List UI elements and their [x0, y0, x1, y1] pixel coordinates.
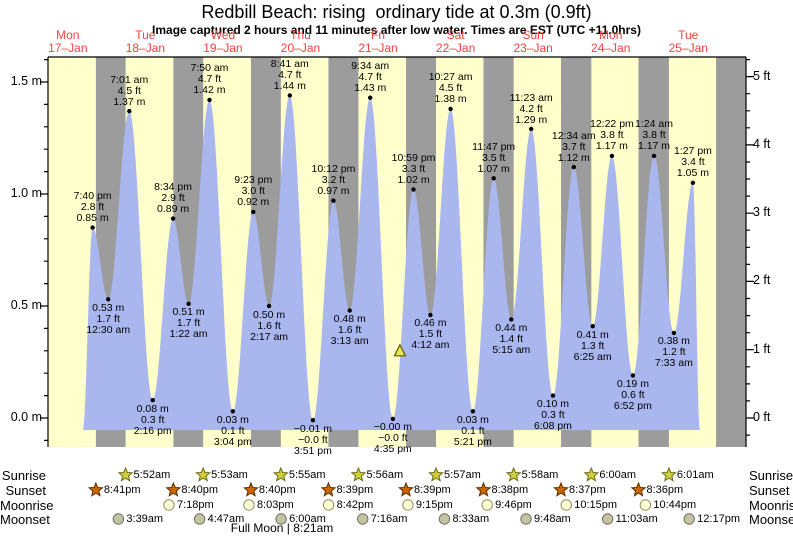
sunset-icon: [243, 481, 259, 497]
tide-event-dot: [390, 416, 396, 422]
moonset-icon: [438, 513, 451, 525]
sunset-icon: [475, 481, 492, 497]
tide-event-dot: [170, 216, 176, 221]
sunset-icon: [398, 481, 414, 497]
tide-event-dot: [491, 176, 496, 181]
full-moon-caption: Full Moon | 8:21am: [230, 521, 334, 535]
tide-event-dot: [90, 225, 95, 230]
tide-event-dot: [251, 209, 256, 215]
moonrise-icon: [402, 499, 414, 511]
moonrise-icon: [163, 499, 175, 511]
tide-event-dot: [609, 153, 615, 159]
tide-event-dot: [347, 308, 352, 313]
moonset-icon: [601, 513, 614, 525]
moonset-icon: [275, 513, 287, 525]
moonrise-icon: [322, 499, 335, 511]
tide-event-dot: [448, 106, 453, 112]
plot-axes: [40, 56, 754, 447]
tide-event-dot: [550, 393, 556, 398]
sunset-icon: [553, 481, 569, 497]
moonset-icon: [193, 513, 206, 525]
row-label-sunrise-right: Sunrise: [749, 468, 793, 483]
tide-event-dot: [671, 330, 677, 336]
sunrise-icon: [272, 466, 289, 482]
row-label-sunrise-left: Sunrise: [1, 468, 46, 483]
tide-event-dot: [127, 108, 132, 114]
tide-event-dot: [590, 324, 595, 329]
tide-area: [82, 95, 700, 431]
sunrise-icon: [428, 466, 444, 482]
tide-event-dot: [529, 126, 534, 132]
moonrise-icon: [639, 499, 652, 511]
current-tide-marker: [393, 343, 407, 357]
night-band: [716, 57, 746, 447]
sunset-icon: [165, 481, 182, 497]
page-title: Redbill Beach: rising ordinary tide at 0…: [201, 2, 592, 22]
row-label-sunset-left: Sunset: [5, 483, 46, 498]
tide-event-dot: [651, 153, 657, 159]
tide-event-dot: [150, 397, 155, 403]
row-label-sunset-right: Sunset: [749, 483, 790, 498]
sunrise-icon: [505, 466, 522, 482]
tide-event-dot: [690, 180, 696, 185]
sunset-icon: [630, 481, 647, 497]
sunrise-icon: [195, 466, 212, 482]
moonrise-icon: [481, 499, 493, 511]
tide-event-dot: [571, 164, 576, 170]
row-label-moonset-right: Moonset: [749, 512, 793, 527]
moonset-icon: [112, 513, 125, 525]
moonrise-icon: [560, 499, 572, 511]
tide-event-dot: [630, 373, 636, 378]
tide-event-dot: [368, 95, 373, 100]
sunset-icon: [87, 481, 104, 497]
tide-event-dot: [310, 418, 316, 423]
row-label-moonrise-right: Moonrise: [749, 498, 793, 513]
page-subtitle: Image captured 2 hours and 11 minutes af…: [152, 23, 641, 37]
tide-event-dot: [230, 409, 235, 414]
moonset-icon: [357, 513, 369, 525]
tide-event-dot: [509, 317, 514, 322]
row-label-moonrise-left: Moonrise: [0, 498, 54, 513]
moonset-icon: [520, 513, 532, 525]
tide-event-dot: [266, 303, 272, 309]
moonset-icon: [683, 513, 695, 525]
sunrise-icon: [661, 466, 677, 482]
tide-event-dot: [207, 97, 212, 103]
row-label-moonset-left: Moonset: [0, 512, 50, 527]
tide-event-dot: [411, 187, 416, 192]
tide-event-dot: [106, 297, 111, 302]
sunrise-icon: [117, 466, 134, 482]
tide-event-dot: [287, 93, 292, 98]
tide-event-dot: [428, 312, 433, 318]
sunrise-icon: [350, 466, 367, 482]
tide-event-dot: [331, 198, 336, 203]
tide-event-dot: [470, 409, 476, 414]
tide-event-dot: [186, 301, 191, 306]
sunset-icon: [320, 481, 337, 497]
sunrise-icon: [583, 466, 600, 482]
moonrise-icon: [243, 499, 255, 511]
